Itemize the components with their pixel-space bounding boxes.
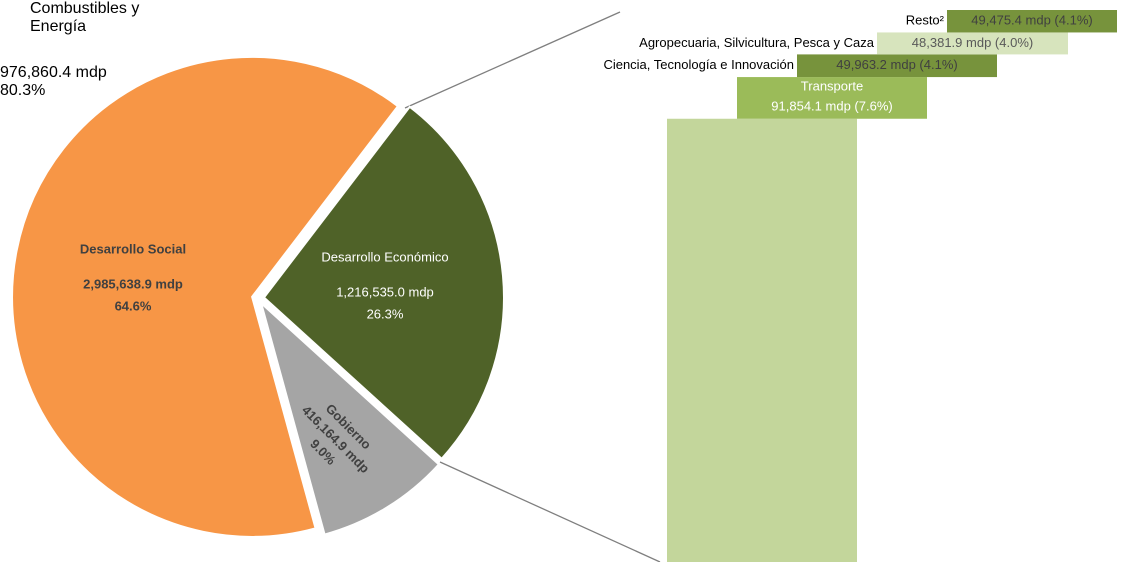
slice-value-label: 64.6% [115, 298, 152, 313]
segment-name: Ciencia, Tecnología e Innovación [603, 57, 794, 72]
slice-name: Desarrollo Económico [321, 249, 448, 264]
segment-name: Resto² [906, 13, 945, 28]
bar-segment [947, 10, 1117, 33]
pie-slice [11, 55, 400, 538]
segment-value-label: 48,381.9 mdp (4.0%) [912, 35, 1033, 50]
segment-name: Combustibles y Energía [30, 0, 140, 35]
slice-label: Desarrollo Social 2,985,638.9 mdp 64.6% [80, 241, 186, 313]
slice-value-label: 2,985,638.9 mdp [83, 276, 183, 291]
segment-value-label: 80.3% [0, 82, 46, 99]
slice-value-label: 26.3% [367, 306, 404, 321]
bar-segment [667, 118, 857, 562]
connector-line [439, 461, 661, 562]
segment-value-label: 49,963.2 mdp (4.1%) [836, 57, 957, 72]
segment-name: Transporte [801, 79, 863, 94]
segment-value-label: 91,854.1 mdp (7.6%) [771, 99, 892, 114]
slice-label: Desarrollo Económico 1,216,535.0 mdp 26.3% [321, 249, 448, 321]
segment-value-label: 976,860.4 mdp [0, 64, 107, 81]
segment-name: Agropecuaria, Silvicultura, Pesca y Caza [639, 35, 875, 50]
pie-slice [262, 105, 505, 461]
segment-value-label: 49,475.4 mdp (4.1%) [971, 13, 1092, 28]
slice-value-label: 1,216,535.0 mdp [336, 284, 434, 299]
slice-name: Desarrollo Social [80, 241, 186, 256]
segment-label: Combustibles y Energía 976,860.4 mdp 80.3% [0, 0, 190, 100]
pie-slice [259, 300, 441, 536]
bar-segment [797, 54, 997, 78]
bar-segment [877, 32, 1068, 55]
connector-line [404, 11, 621, 109]
bar-segment [737, 77, 927, 119]
